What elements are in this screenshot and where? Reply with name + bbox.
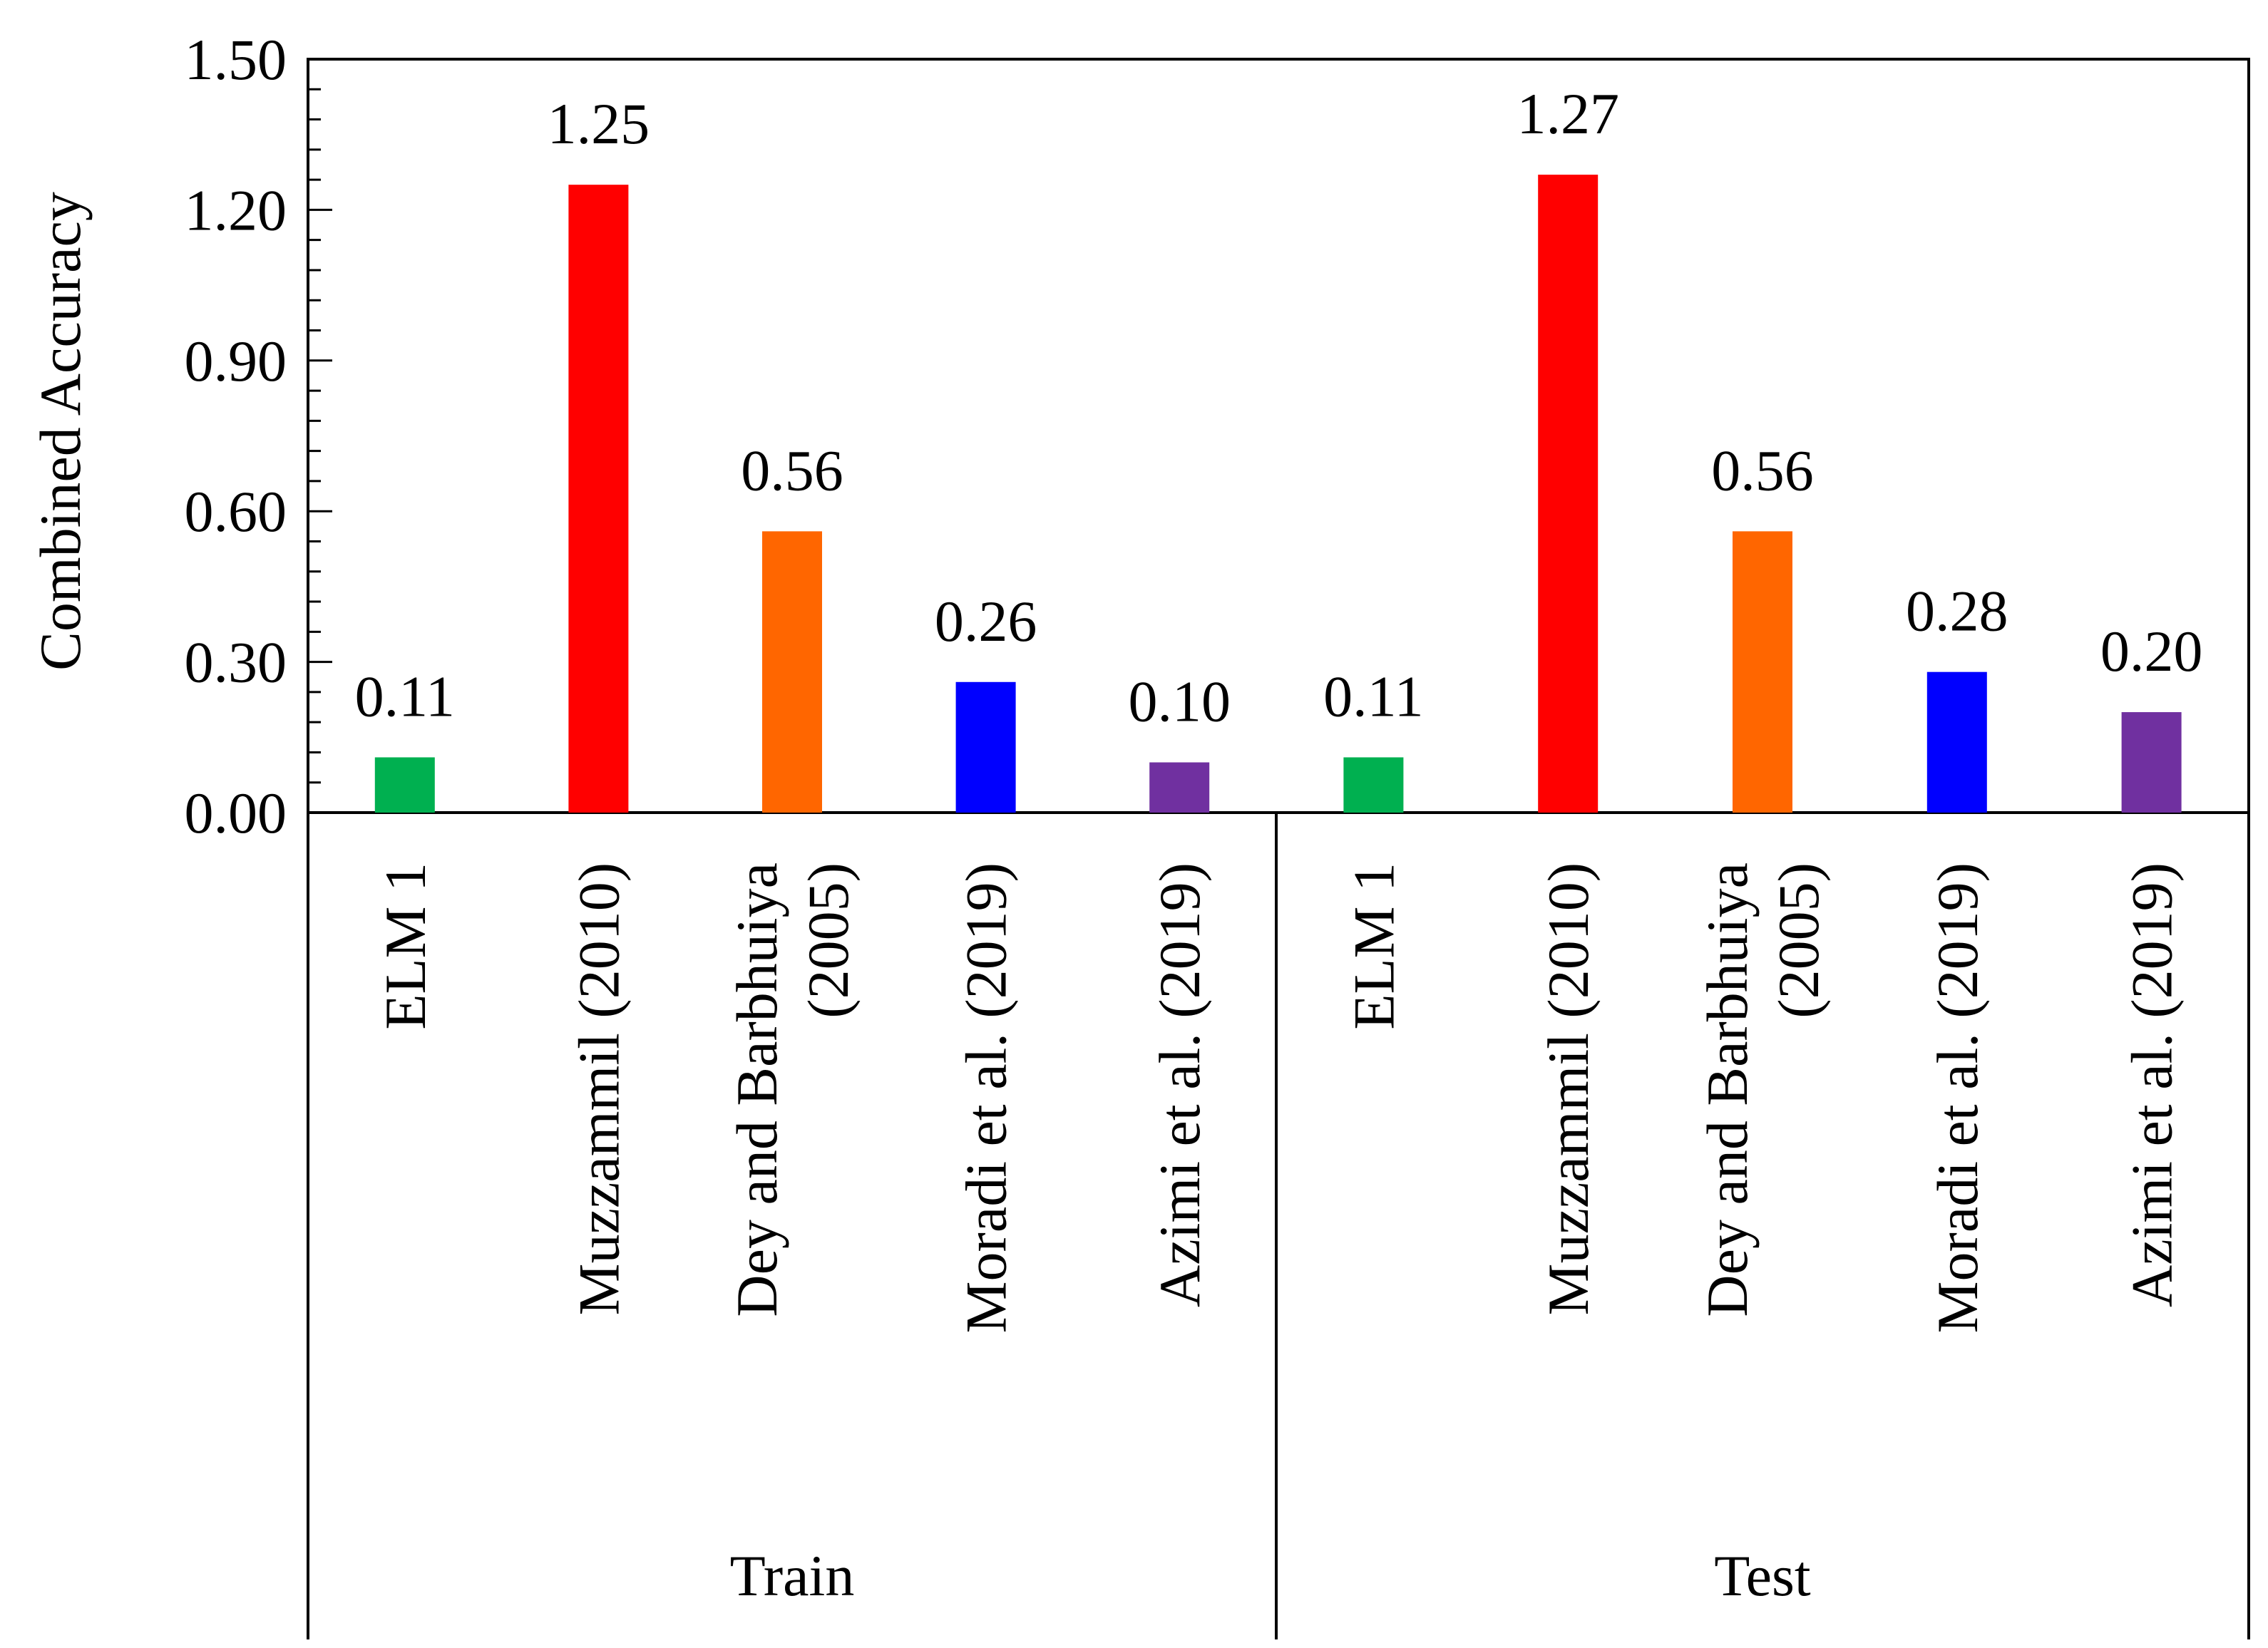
plot-area: 0.00 0.30 0.60 0.90 1.20 1.50 0.11 ELM 1 1.25 Muz…	[185, 27, 2250, 1639]
data-label: 0.26	[935, 589, 1037, 654]
category-label: Dey and Barbhuiya	[1695, 862, 1760, 1317]
bar	[762, 531, 822, 813]
y-tick-label: 0.30	[185, 630, 287, 695]
group-label: Train	[730, 1543, 855, 1608]
data-label: 0.56	[1711, 438, 1814, 503]
category-label: (2005)	[1766, 862, 1831, 1019]
category-label: ELM 1	[373, 862, 438, 1030]
bar	[1733, 531, 1792, 813]
category-label: (2005)	[796, 862, 861, 1019]
group-label: Test	[1714, 1543, 1811, 1608]
data-label: 0.28	[1906, 579, 2008, 644]
category-label: Dey and Barbhuiya	[724, 862, 789, 1317]
category-label: ELM 1	[1341, 862, 1406, 1030]
category-label: Muzzammil (2010)	[1536, 862, 1601, 1315]
data-label: 1.27	[1517, 81, 1619, 146]
data-label: 0.11	[1323, 664, 1423, 728]
data-label: 0.11	[355, 664, 455, 728]
y-tick-label: 1.50	[185, 27, 287, 92]
data-label: 0.10	[1128, 669, 1231, 734]
y-tick-label: 0.90	[185, 329, 287, 393]
bar	[374, 757, 435, 813]
bar	[568, 185, 629, 813]
y-tick-label: 0.00	[185, 781, 287, 845]
y-tick-label: 1.20	[185, 177, 287, 242]
plot-frame	[307, 58, 2250, 814]
bar	[2121, 712, 2182, 813]
category-label: Moradi et al. (2019)	[954, 862, 1019, 1333]
bar	[1343, 757, 1404, 813]
category-label: Muzzammil (2010)	[566, 862, 631, 1315]
data-label: 0.20	[2100, 619, 2203, 684]
y-axis-title: Combined Accuracy	[28, 192, 93, 671]
bar	[955, 681, 1016, 813]
y-tick-label: 0.60	[185, 479, 287, 544]
category-label: Azimi et al. (2019)	[2120, 862, 2185, 1307]
bar	[1926, 671, 1987, 813]
data-label: 0.56	[741, 438, 843, 503]
data-label: 1.25	[548, 91, 650, 156]
bar	[1149, 762, 1210, 813]
category-label: Azimi et al. (2019)	[1147, 862, 1212, 1307]
category-label: Moradi et al. (2019)	[1925, 862, 1990, 1333]
bar	[1538, 175, 1599, 813]
